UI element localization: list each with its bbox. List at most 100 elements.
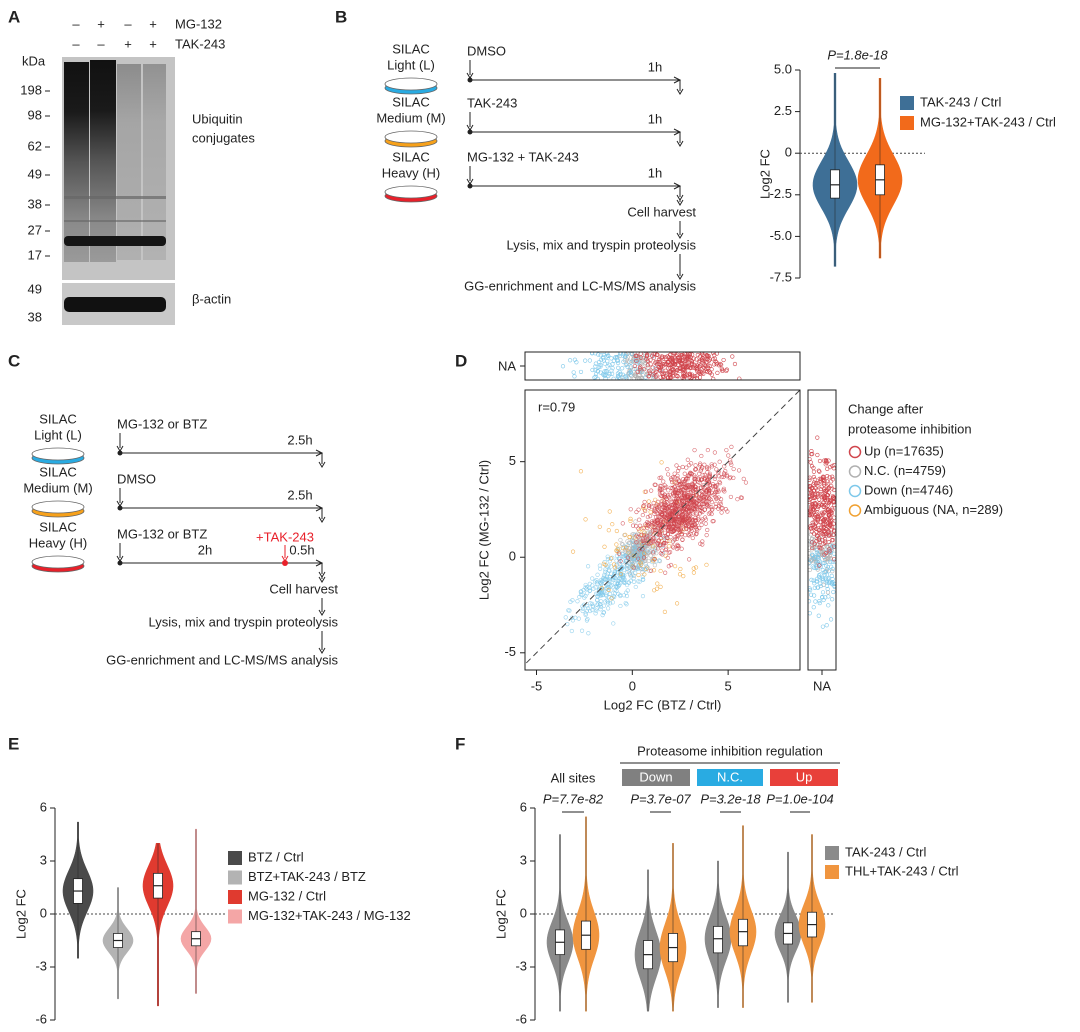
arrow-head [676, 199, 684, 206]
point [830, 486, 835, 491]
point [709, 367, 714, 372]
point [590, 367, 595, 373]
point [593, 579, 598, 584]
point [679, 353, 684, 358]
point [832, 496, 836, 501]
point [593, 611, 598, 616]
lane-sign: + [149, 16, 157, 31]
point [682, 374, 688, 379]
point [686, 532, 691, 537]
point [685, 356, 690, 361]
point [808, 483, 812, 489]
point [826, 498, 831, 503]
p-value: P=7.7e-82 [543, 791, 604, 806]
point [686, 533, 692, 538]
point [646, 521, 651, 526]
point [711, 518, 716, 524]
point [633, 519, 638, 524]
point [595, 368, 600, 374]
point [652, 528, 657, 533]
point [607, 509, 612, 514]
point [652, 507, 657, 512]
point [585, 606, 591, 611]
point [820, 516, 825, 521]
point [692, 503, 697, 508]
point [702, 363, 708, 368]
point [665, 359, 670, 364]
point [665, 538, 670, 544]
point [824, 623, 829, 628]
point [653, 360, 658, 365]
point [652, 482, 657, 487]
point [699, 477, 704, 482]
point [664, 484, 669, 489]
point [605, 606, 611, 611]
point [674, 494, 679, 499]
point [598, 566, 603, 571]
point [604, 598, 609, 603]
point [690, 535, 695, 541]
point [691, 356, 697, 361]
point [818, 492, 823, 497]
point [594, 580, 600, 585]
point [709, 500, 715, 505]
point [622, 553, 627, 558]
category-label: All sites [551, 770, 596, 785]
treatment: MG-132 + TAK-243 [467, 149, 579, 164]
point [664, 496, 669, 502]
point [597, 580, 603, 585]
point [665, 516, 670, 522]
point [816, 522, 821, 528]
point [648, 509, 653, 515]
point [666, 375, 671, 380]
lane-sign: – [97, 36, 105, 51]
point [618, 352, 623, 356]
point [643, 562, 648, 567]
point [660, 354, 665, 359]
point [823, 551, 829, 556]
y-tick-label: 6 [40, 799, 47, 814]
point [658, 568, 663, 574]
point [614, 558, 619, 563]
point [655, 517, 660, 522]
lane-sign: – [124, 16, 132, 31]
point [645, 514, 650, 520]
point [634, 358, 639, 364]
point [711, 376, 716, 380]
point [571, 370, 576, 375]
point [827, 464, 833, 470]
point [604, 369, 610, 374]
point [623, 374, 628, 380]
legend-swatch [228, 909, 242, 924]
point [808, 599, 812, 604]
point [582, 595, 587, 600]
point [639, 532, 644, 538]
point [667, 526, 672, 531]
point [822, 502, 827, 507]
point [666, 366, 671, 371]
point [598, 607, 603, 612]
point [808, 484, 813, 489]
point [680, 537, 685, 542]
point [709, 372, 714, 377]
point [706, 491, 712, 496]
point [822, 487, 827, 492]
point [666, 522, 672, 527]
point [664, 516, 669, 521]
point [656, 523, 661, 528]
dish-rim [384, 185, 438, 199]
point [728, 460, 733, 465]
point [677, 368, 682, 374]
point [815, 492, 820, 497]
point [570, 549, 576, 554]
point [808, 475, 812, 480]
point [816, 585, 821, 590]
point [662, 485, 668, 491]
point [823, 488, 828, 493]
point [624, 602, 629, 607]
point [628, 516, 633, 521]
dish-label: SILAC [39, 519, 77, 534]
point [706, 474, 712, 479]
point [620, 566, 625, 571]
